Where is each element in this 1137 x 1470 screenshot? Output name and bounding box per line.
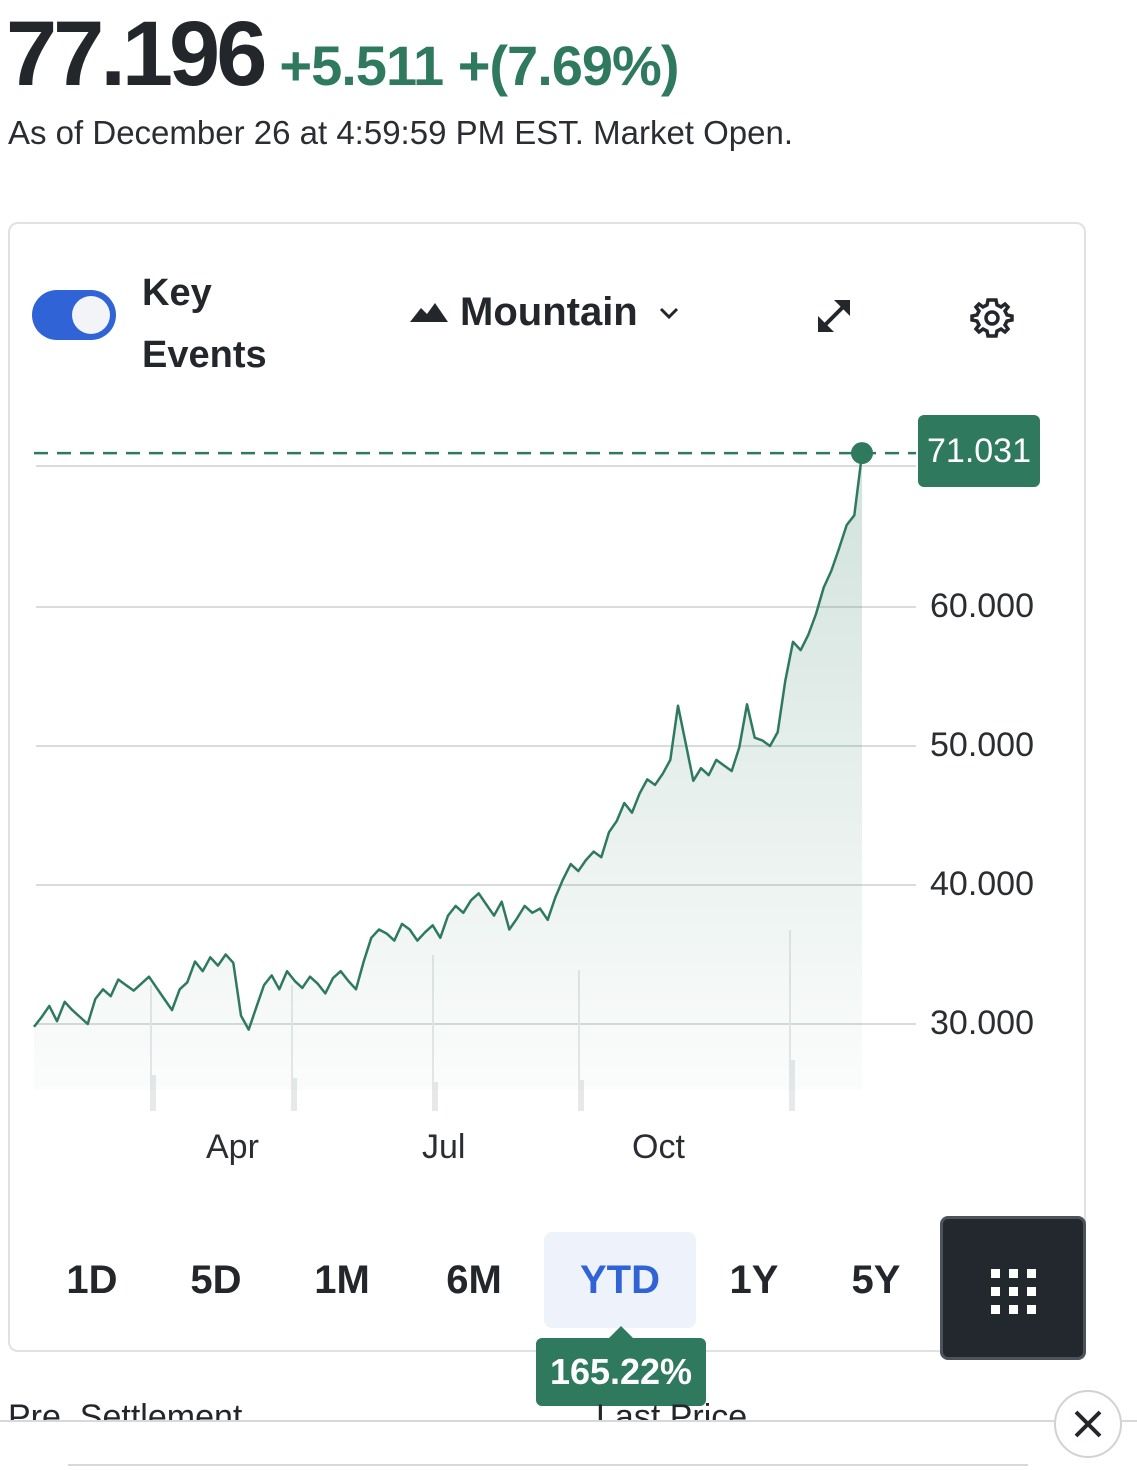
y-tick-label: 40.000 xyxy=(930,865,1034,903)
chart-type-dropdown[interactable]: Mountain xyxy=(410,290,680,335)
toggle-knob xyxy=(72,296,110,334)
chevron-down-icon xyxy=(659,307,678,319)
x-tick-label: Oct xyxy=(632,1128,685,1166)
footer-rule xyxy=(68,1464,1028,1466)
range-1d[interactable]: 1D xyxy=(66,1258,118,1302)
price-header: 77.196 +5.511 +(7.69%) xyxy=(6,3,679,105)
mountain-icon xyxy=(410,302,448,322)
grid-dot xyxy=(1009,1305,1018,1314)
grid-dot xyxy=(991,1305,1000,1314)
grid-dot xyxy=(1027,1305,1036,1314)
y-tick-label: 30.000 xyxy=(930,1004,1034,1042)
close-icon xyxy=(1074,1410,1102,1438)
chart-type-label: Mountain xyxy=(460,290,638,334)
grid-dot xyxy=(991,1269,1000,1278)
x-tick-label: Jul xyxy=(422,1128,466,1166)
range-ytd[interactable]: YTD xyxy=(544,1232,696,1328)
timestamp: As of December 26 at 4:59:59 PM EST. Mar… xyxy=(8,114,794,151)
grid-dot xyxy=(1009,1269,1018,1278)
range-6m[interactable]: 6M xyxy=(446,1258,502,1302)
grid-dot xyxy=(991,1287,1000,1296)
grid-dot xyxy=(1027,1269,1036,1278)
price-change: +5.511 +(7.69%) xyxy=(279,34,679,97)
key-events-label: Key Events xyxy=(142,272,267,376)
range-return-badge: 165.22% xyxy=(536,1338,706,1406)
range-1y[interactable]: 1Y xyxy=(729,1258,779,1302)
more-options-grid-icon[interactable] xyxy=(940,1216,1086,1360)
footer-divider xyxy=(0,1420,1137,1470)
grid-dot xyxy=(1009,1287,1018,1296)
range-5y[interactable]: 5Y xyxy=(851,1258,901,1302)
range-5d[interactable]: 5D xyxy=(190,1258,242,1302)
last-value-badge: 71.031 xyxy=(918,415,1040,487)
y-tick-label: 60.000 xyxy=(930,587,1034,625)
close-button[interactable] xyxy=(1054,1390,1122,1458)
last-price: 77.196 xyxy=(6,3,267,105)
grid-dot xyxy=(1027,1287,1036,1296)
chart-card xyxy=(8,222,1086,1352)
range-selector: 1D 5D 1M 6M YTD 1Y 5Y xyxy=(30,1232,930,1328)
expand-icon[interactable] xyxy=(812,294,856,338)
return-badge-caret xyxy=(608,1326,634,1339)
range-1m[interactable]: 1M xyxy=(314,1258,370,1302)
y-tick-label: 50.000 xyxy=(930,726,1034,764)
settings-gear-icon[interactable] xyxy=(970,296,1014,340)
key-events-toggle[interactable] xyxy=(32,290,116,340)
x-tick-label: Apr xyxy=(206,1128,259,1166)
